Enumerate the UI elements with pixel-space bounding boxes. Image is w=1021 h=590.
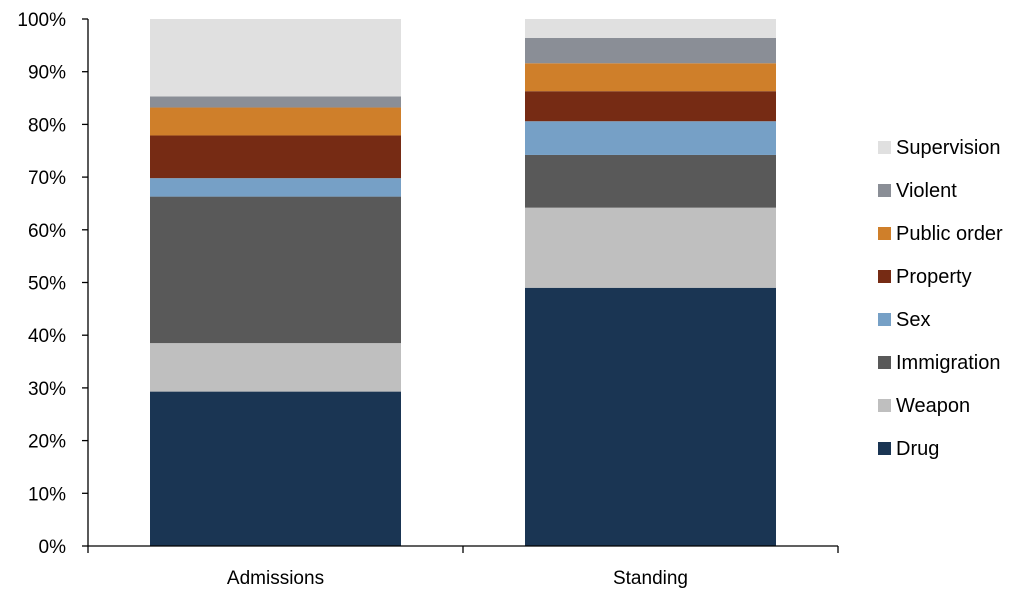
bar-segment-property-admissions — [150, 135, 401, 179]
bar-segment-immigration-standing — [525, 154, 776, 208]
legend-label-property: Property — [896, 266, 972, 288]
legend-swatch-supervision — [878, 141, 891, 154]
bar-segment-sex-admissions — [150, 178, 401, 197]
y-tick-label: 100% — [17, 10, 66, 31]
bar-segment-immigration-admissions — [150, 196, 401, 344]
legend-label-supervision: Supervision — [896, 137, 1001, 159]
legend-swatch-property — [878, 270, 891, 283]
legend-swatch-drug — [878, 442, 891, 455]
bar-segment-drug-standing — [525, 287, 776, 546]
bar-segment-weapon-standing — [525, 207, 776, 288]
legend-swatch-sex — [878, 313, 891, 326]
y-tick-label: 0% — [39, 537, 67, 558]
bar-segment-supervision-standing — [525, 19, 776, 38]
y-tick-label: 70% — [28, 168, 66, 189]
bar-segment-violent-admissions — [150, 96, 401, 108]
legend-label-drug: Drug — [896, 438, 939, 460]
y-tick-label: 90% — [28, 63, 66, 84]
legend-label-public-order: Public order — [896, 223, 1003, 245]
bar-segment-supervision-admissions — [150, 19, 401, 97]
bar-segment-public-order-admissions — [150, 107, 401, 136]
y-tick-label: 20% — [28, 432, 66, 453]
x-tick-label: Admissions — [227, 568, 324, 589]
bar-segment-public-order-standing — [525, 63, 776, 92]
y-tick-label: 10% — [28, 484, 66, 505]
y-tick-label: 40% — [28, 326, 66, 347]
legend-swatch-immigration — [878, 356, 891, 369]
x-tick-label: Standing — [613, 568, 688, 589]
x-axis-ticks: Admissions Standing — [87, 546, 839, 589]
legend-swatch-violent — [878, 184, 891, 197]
legend-label-violent: Violent — [896, 180, 957, 202]
legend-swatch-public-order — [878, 227, 891, 240]
y-tick-label: 60% — [28, 221, 66, 242]
bar-segment-property-standing — [525, 91, 776, 122]
y-tick-label: 30% — [28, 379, 66, 400]
bar-segment-drug-admissions — [150, 391, 401, 546]
legend-label-weapon: Weapon — [896, 395, 970, 417]
y-tick-label: 80% — [28, 115, 66, 136]
legend-label-immigration: Immigration — [896, 352, 1000, 374]
legend-swatch-weapon — [878, 399, 891, 412]
y-axis-ticks: 0% 10% 20% 30% 40% 50% 60% 70% 80% 90% 100% — [17, 10, 88, 558]
bar-segment-sex-standing — [525, 121, 776, 155]
y-tick-label: 50% — [28, 274, 66, 295]
bar-segment-violent-standing — [525, 37, 776, 64]
bars-group — [150, 19, 776, 546]
bar-segment-weapon-admissions — [150, 343, 401, 392]
legend-label-sex: Sex — [896, 309, 930, 331]
legend: Supervision Violent Public order Property Se… — [878, 137, 1003, 460]
